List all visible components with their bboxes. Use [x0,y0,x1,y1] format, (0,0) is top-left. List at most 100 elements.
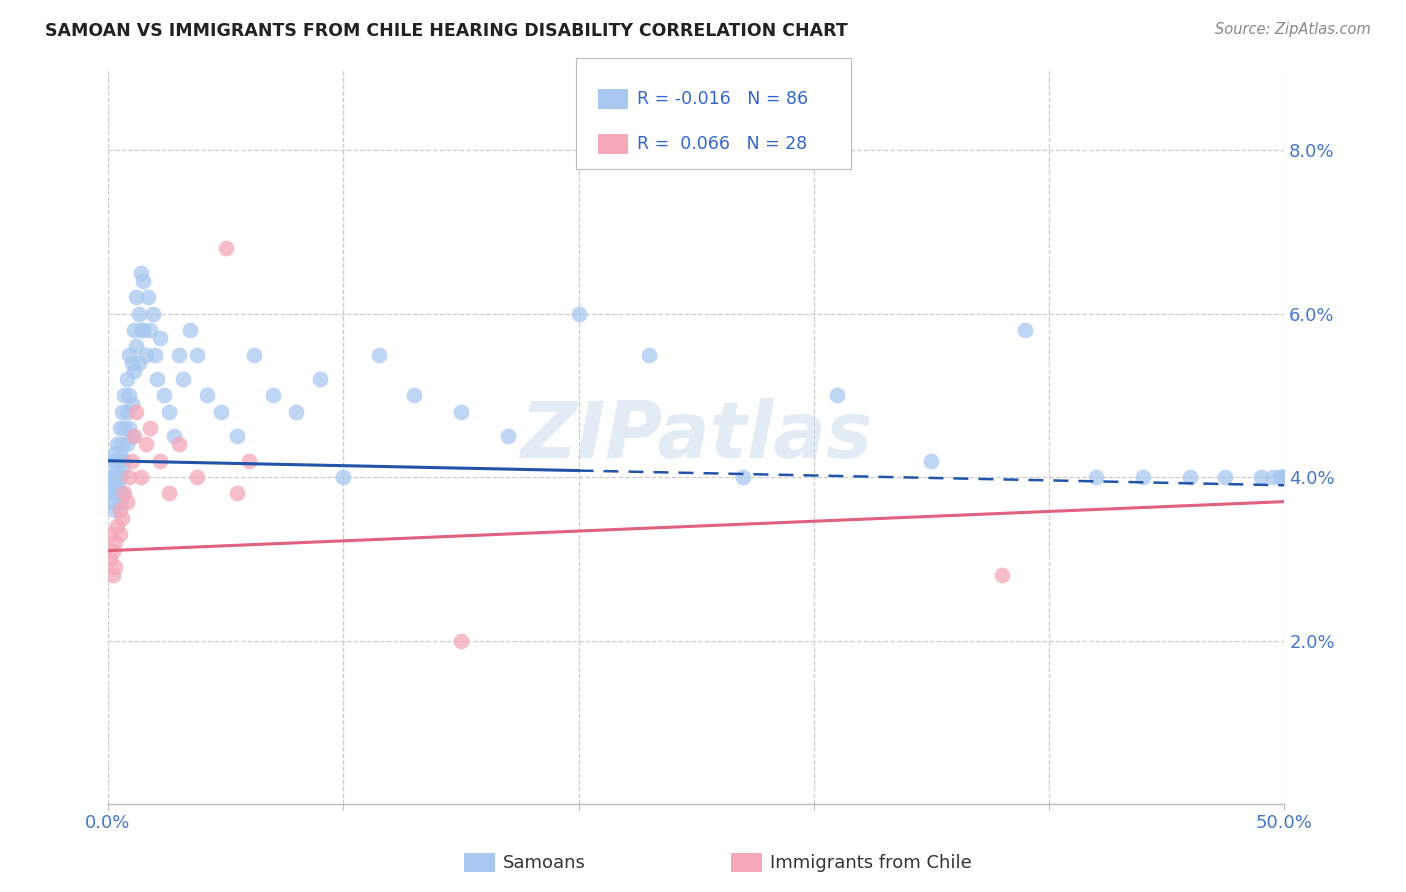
Point [114,486,136,500]
Point [308,372,330,386]
Point [1132,470,1154,484]
Point [209,405,232,419]
Point [105,454,128,468]
Point [1268,470,1291,484]
Point [214,241,236,255]
Point [108,503,131,517]
Point [285,405,308,419]
Point [111,511,134,525]
Point [129,266,152,280]
Point [111,405,134,419]
Point [1261,470,1284,484]
Point [1215,470,1237,484]
Point [186,347,208,361]
Point [108,445,131,459]
Point [115,405,138,419]
Point [243,347,266,361]
Point [125,405,148,419]
Text: Source: ZipAtlas.com: Source: ZipAtlas.com [1215,22,1371,37]
Point [121,396,143,410]
Point [1272,470,1295,484]
Point [163,429,186,443]
Point [226,486,249,500]
Point [121,356,143,370]
Point [172,372,194,386]
Text: ZIPatlas: ZIPatlas [520,398,872,475]
Point [1271,470,1294,484]
Point [139,323,162,337]
Point [98,527,121,541]
Point [105,462,128,476]
Text: Immigrants from Chile: Immigrants from Chile [770,854,972,871]
Point [135,437,157,451]
Point [153,388,176,402]
Point [1085,470,1108,484]
Point [733,470,755,484]
Text: R = -0.016   N = 86: R = -0.016 N = 86 [637,90,808,108]
Point [118,388,141,402]
Point [115,494,138,508]
Point [143,347,166,361]
Point [238,454,260,468]
Point [118,347,141,361]
Text: SAMOAN VS IMMIGRANTS FROM CHILE HEARING DISABILITY CORRELATION CHART: SAMOAN VS IMMIGRANTS FROM CHILE HEARING … [45,22,848,40]
Point [104,560,127,574]
Point [920,454,942,468]
Point [226,429,249,443]
Point [186,470,208,484]
Point [122,429,145,443]
Point [104,486,127,500]
Point [111,462,134,476]
Point [638,347,661,361]
Point [262,388,284,402]
Point [332,470,354,484]
Point [108,421,131,435]
Point [114,421,136,435]
Point [132,323,155,337]
Point [101,494,124,508]
Point [98,551,121,566]
Point [104,535,127,549]
Point [402,388,425,402]
Point [105,437,128,451]
Point [122,364,145,378]
Text: R =  0.066   N = 28: R = 0.066 N = 28 [637,135,807,153]
Point [149,454,172,468]
Point [125,339,148,353]
Point [195,388,218,402]
Point [146,372,169,386]
Point [496,429,519,443]
Point [115,372,138,386]
Point [101,568,124,582]
Point [122,323,145,337]
Point [118,470,141,484]
Point [136,290,159,304]
Point [129,470,152,484]
Text: Samoans: Samoans [503,854,586,871]
Point [105,478,128,492]
Point [125,290,148,304]
Point [450,405,472,419]
Point [115,437,138,451]
Point [128,356,150,370]
Point [108,470,131,484]
Point [167,437,190,451]
Point [567,307,589,321]
Point [104,445,127,459]
Point [121,454,143,468]
Point [157,405,180,419]
Point [1014,323,1036,337]
Point [1272,470,1295,484]
Point [1178,470,1201,484]
Point [98,470,121,484]
Point [991,568,1014,582]
Point [827,388,849,402]
Point [108,494,131,508]
Point [108,527,131,541]
Point [135,347,157,361]
Point [149,331,172,345]
Point [179,323,201,337]
Point [450,633,472,648]
Point [129,323,152,337]
Point [101,454,124,468]
